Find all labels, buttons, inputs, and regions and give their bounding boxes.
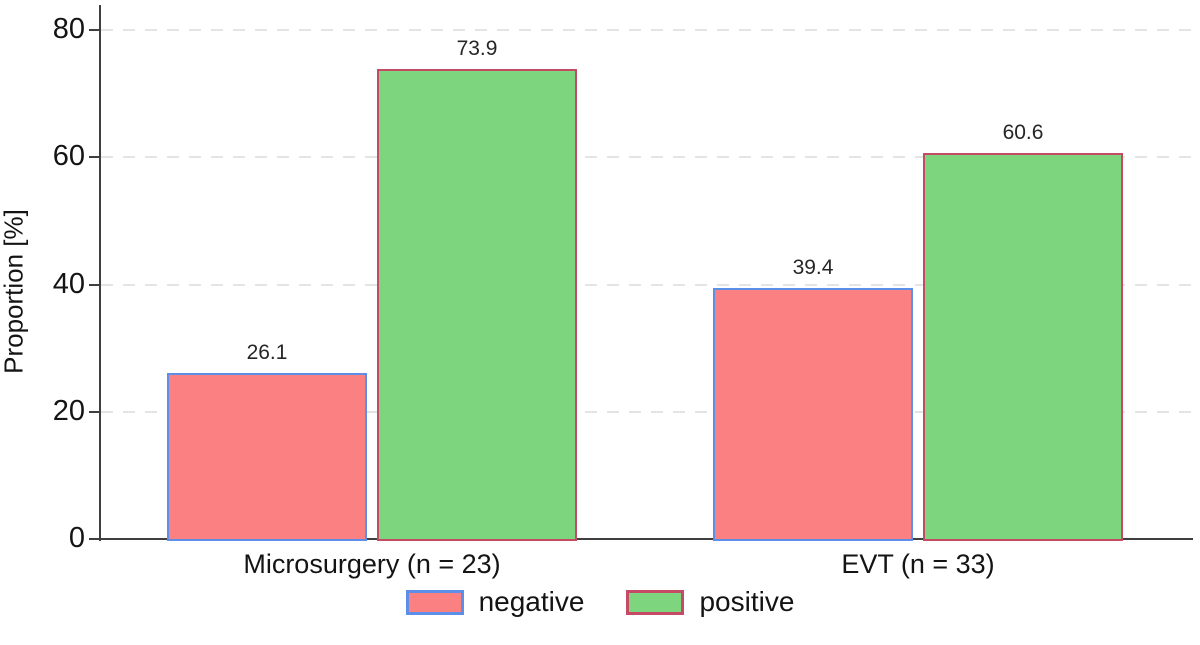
y-tick-label-20: 20: [52, 394, 85, 427]
value-label-positive-group1: 73.9: [456, 36, 498, 60]
x-category-label-1: Microsurgery (n = 23): [243, 549, 501, 579]
value-label-negative-group2: 39.4: [792, 256, 834, 280]
x-category-label-2: EVT (n = 33): [841, 549, 995, 579]
bar-positive-group2: [923, 153, 1123, 541]
y-tick-mark-80: [89, 29, 99, 31]
y-tick-label-0: 0: [68, 522, 85, 554]
legend-label-negative: negative: [478, 586, 585, 617]
y-tick-label-40: 40: [52, 267, 85, 300]
y-tick-mark-0: [89, 538, 99, 540]
gridline-y40: [101, 283, 1193, 286]
y-tick-label-80: 80: [52, 13, 85, 45]
legend: negative positive: [0, 588, 1200, 616]
bar-negative-group1: [167, 372, 367, 541]
y-tick-mark-60: [89, 156, 99, 159]
value-label-positive-group2: 60.6: [1002, 121, 1044, 145]
bar-positive-group1: [377, 68, 577, 541]
y-tick-mark-40: [89, 283, 99, 286]
x-axis-line: [99, 538, 1193, 540]
y-tick-mark-20: [89, 410, 99, 413]
legend-item-positive: positive: [626, 588, 794, 616]
gridline-y60: [101, 156, 1193, 159]
legend-label-positive: positive: [699, 586, 795, 617]
y-tick-label-60: 60: [52, 140, 85, 173]
legend-item-negative: negative: [405, 586, 585, 617]
gridline-y80: [101, 29, 1193, 31]
y-axis-line: [99, 5, 101, 541]
legend-swatch-negative: [405, 589, 464, 615]
bar-negative-group2: [713, 288, 913, 541]
gridline-y20: [101, 410, 1193, 413]
legend-swatch-positive: [626, 589, 685, 615]
value-label-negative-group1: 26.1: [246, 340, 288, 364]
